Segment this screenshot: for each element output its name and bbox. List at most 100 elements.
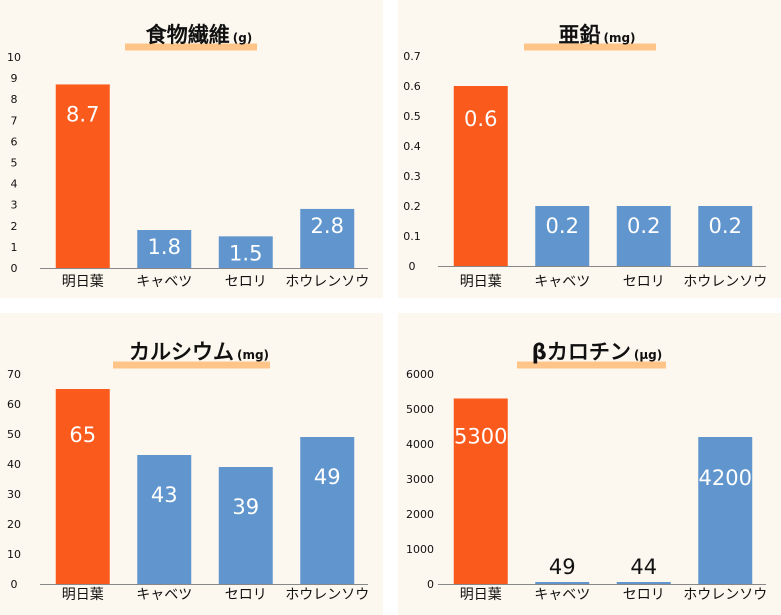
bar-value-label: 39	[232, 495, 259, 519]
y-tick-label: 0.1	[403, 230, 421, 243]
x-category-label: 明日葉	[62, 274, 104, 290]
bar-4	[300, 208, 355, 268]
x-category-label: 明日葉	[62, 587, 104, 603]
y-tick-label: 6	[11, 135, 18, 148]
bar-value-label: 8.7	[66, 102, 99, 126]
chart-title-text: βカロチン	[532, 340, 631, 364]
x-category-label: キャベツ	[534, 587, 590, 603]
bar-3	[616, 582, 671, 584]
chart-calcium: カルシウム (mg) 0 10 20 30 40 50 60 70 65 明日葉 43 キャベツ 39 セロリ…	[7, 340, 369, 603]
bar-4	[698, 206, 753, 266]
chart-fiber: 食物繊維 (g) 0 1 2 3 4 5 6 7 8 9 10 8.7 明日葉 1.8 キャベツ 1.5 セロリ 2.…	[7, 23, 369, 290]
x-category-label: キャベツ	[534, 274, 590, 290]
chart-unit: (μg)	[634, 348, 662, 362]
bar-1	[453, 398, 508, 584]
y-tick-label: 50	[7, 428, 21, 441]
x-category-label: キャベツ	[136, 274, 192, 290]
y-tick-label: 70	[7, 368, 21, 381]
y-tick-label: 4000	[406, 438, 434, 451]
y-tick-label: 0	[427, 578, 434, 591]
x-category-label: ホウレンソウ	[285, 587, 369, 603]
bar-1	[453, 86, 508, 266]
y-tick-label: 0.7	[403, 50, 421, 63]
y-tick-label: 0.5	[403, 110, 421, 123]
x-category-label: セロリ	[225, 274, 267, 290]
chart-unit: (g)	[233, 31, 253, 45]
y-tick-label: 30	[7, 488, 21, 501]
chart-zinc: 亜鉛 (mg) 0 0.1 0.2 0.3 0.4 0.5 0.6 0.7 0.6 明日葉 0.2 キャベ…	[403, 23, 767, 290]
y-tick-label: 0.3	[403, 170, 421, 183]
bar-value-label: 1.5	[229, 241, 262, 265]
x-category-label: ホウレンソウ	[285, 274, 369, 290]
y-tick-label: 1	[11, 241, 18, 254]
x-category-label: ホウレンソウ	[683, 274, 767, 290]
y-tick-label: 0.4	[403, 140, 421, 153]
bar-value-label: 5300	[454, 425, 507, 449]
chart-title: 食物繊維 (g)	[146, 23, 253, 47]
bar-value-label: 0.6	[464, 107, 497, 131]
x-category-label: 明日葉	[460, 274, 502, 290]
chart-title-text: 食物繊維	[146, 23, 230, 47]
chart-title: βカロチン (μg)	[532, 340, 662, 364]
y-tick-label: 3000	[406, 473, 434, 486]
bar-4	[698, 437, 753, 584]
bar-2	[137, 455, 192, 584]
bar-value-label: 49	[314, 465, 341, 489]
bar-value-label: 4200	[699, 466, 752, 490]
chart-panel-fiber: 食物繊維 (g) 0 1 2 3 4 5 6 7 8 9 10 8.7 明日葉 1.8 キャベツ 1.5 セロリ 2.…	[0, 0, 383, 298]
x-category-label: キャベツ	[136, 587, 192, 603]
x-category-label: セロリ	[623, 274, 665, 290]
bar-value-label: 2.8	[311, 214, 344, 238]
y-tick-label: 60	[7, 398, 21, 411]
x-category-label: セロリ	[623, 587, 665, 603]
y-tick-label: 8	[11, 93, 18, 106]
y-tick-label: 0	[11, 262, 18, 275]
y-tick-label: 10	[7, 51, 21, 64]
bar-value-label: 43	[151, 483, 178, 507]
bar-value-label: 1.8	[148, 235, 181, 259]
bar-2	[535, 582, 590, 584]
bar-value-label: 0.2	[627, 214, 660, 238]
y-tick-label: 2	[11, 220, 18, 233]
bar-4	[300, 437, 355, 584]
y-tick-label: 0.6	[403, 80, 421, 93]
chart-unit: (mg)	[237, 348, 269, 362]
chart-panel-zinc: 亜鉛 (mg) 0 0.1 0.2 0.3 0.4 0.5 0.6 0.7 0.6 明日葉 0.2 キャベ…	[398, 0, 781, 298]
bar-value-label: 0.2	[546, 214, 579, 238]
bar-value-label: 0.2	[709, 214, 742, 238]
x-category-label: セロリ	[225, 587, 267, 603]
y-tick-label: 10	[7, 548, 21, 561]
chart-title-text: 亜鉛	[558, 23, 600, 47]
y-tick-label: 20	[7, 518, 21, 531]
y-tick-label: 40	[7, 458, 21, 471]
y-tick-label: 4	[11, 178, 18, 191]
y-tick-label: 0	[11, 578, 18, 591]
y-tick-label: 5	[11, 157, 18, 170]
bar-2	[137, 230, 192, 268]
x-category-label: 明日葉	[460, 587, 502, 603]
y-tick-label: 5000	[406, 403, 434, 416]
y-tick-label: 1000	[406, 543, 434, 556]
bar-value-label: 44	[630, 555, 657, 579]
chart-beta-carotene: βカロチン (μg) 0 1000 2000 3000 4000 5000 6000 5300 明日…	[406, 340, 767, 603]
y-tick-label: 3	[11, 199, 18, 212]
bar-3	[218, 236, 273, 268]
bar-3	[218, 467, 273, 584]
y-tick-label: 6000	[406, 368, 434, 381]
chart-title: 亜鉛 (mg)	[558, 23, 635, 47]
chart-panel-beta-carotene: βカロチン (μg) 0 1000 2000 3000 4000 5000 6000 5300 明日…	[398, 313, 781, 615]
bar-3	[616, 206, 671, 266]
chart-panel-calcium: カルシウム (mg) 0 10 20 30 40 50 60 70 65 明日葉 43 キャベツ 39 セロリ…	[0, 313, 383, 615]
bar-value-label: 65	[69, 423, 96, 447]
bar-1	[55, 389, 110, 584]
chart-title-text: カルシウム	[129, 340, 234, 364]
bar-value-label: 49	[549, 555, 576, 579]
x-category-label: ホウレンソウ	[683, 587, 767, 603]
y-tick-label: 0	[409, 260, 416, 273]
bar-1	[55, 84, 110, 269]
y-tick-label: 0.2	[403, 200, 421, 213]
y-tick-label: 9	[11, 72, 18, 85]
y-tick-label: 7	[11, 114, 18, 127]
y-tick-label: 2000	[406, 508, 434, 521]
chart-title: カルシウム (mg)	[129, 340, 269, 364]
